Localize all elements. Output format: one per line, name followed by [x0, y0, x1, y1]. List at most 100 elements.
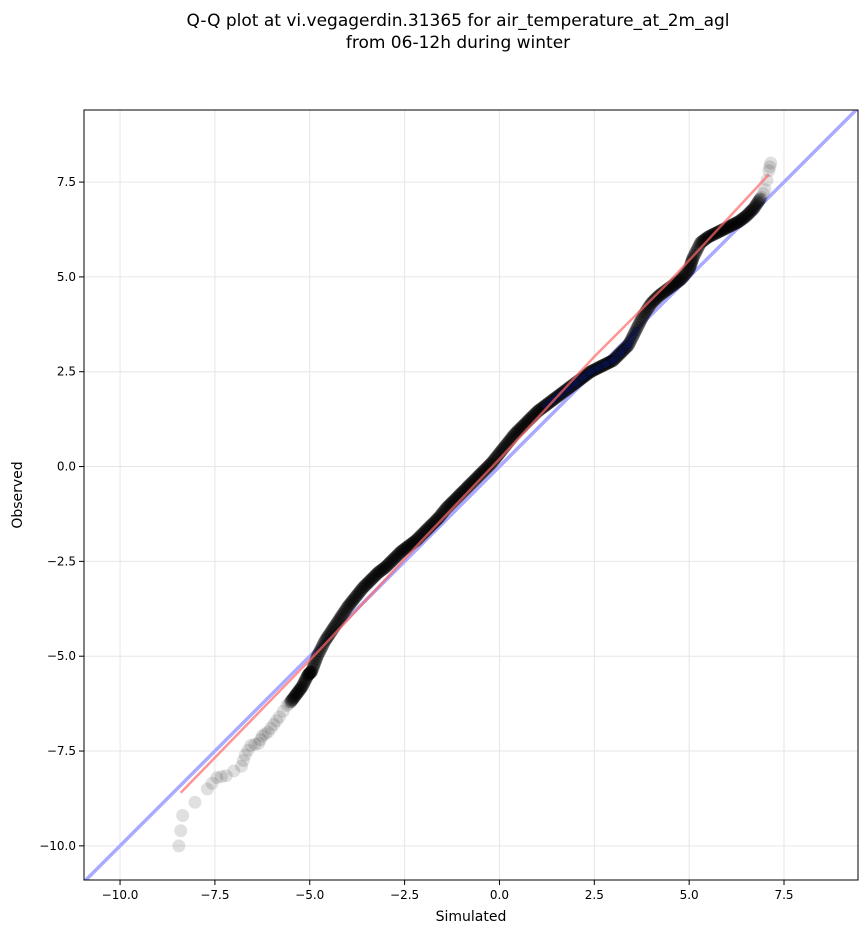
quantile-point	[728, 217, 742, 231]
quantile-point	[290, 686, 304, 700]
quantile-point	[219, 769, 233, 783]
quantile-point	[721, 220, 735, 234]
quantile-point	[360, 577, 374, 591]
quantile-point	[238, 748, 252, 762]
quantile-point	[677, 269, 691, 283]
y-axis-label: Observed	[10, 461, 26, 528]
quantile-point	[753, 192, 767, 206]
quantile-point	[680, 265, 694, 279]
y-ticks: −10.0 −7.5 −5.0 −2.5 0.0 2.5 5.0 7.5	[39, 175, 84, 853]
quantile-point	[760, 173, 774, 187]
quantile-point	[336, 607, 350, 621]
quantile-point	[396, 543, 410, 557]
quantile-point	[264, 721, 278, 735]
quantile-point	[401, 539, 415, 553]
quantile-point	[648, 293, 662, 307]
quantile-point	[386, 552, 400, 566]
quantile-point	[297, 676, 311, 690]
quantile-point	[633, 315, 647, 329]
quantile-point	[267, 717, 281, 731]
quantile-point	[312, 647, 326, 661]
quantile-point	[481, 460, 495, 474]
quantile-point	[318, 634, 332, 648]
quantile-point	[482, 458, 496, 472]
quantile-point	[248, 737, 262, 751]
plot-area	[84, 110, 858, 880]
quantile-point	[387, 551, 401, 565]
quantile-point	[367, 570, 381, 584]
y-tick-label: 0.0	[57, 460, 76, 474]
quantile-point	[343, 597, 357, 611]
quantile-point	[697, 233, 711, 247]
quantile-point	[215, 770, 229, 784]
quantile-point	[398, 542, 412, 556]
quantile-point	[723, 219, 737, 233]
chart-title: Q-Q plot at vi.vegagerdin.31365 for air_…	[186, 11, 729, 31]
quantile-point	[342, 598, 356, 612]
quantile-point	[400, 540, 414, 554]
quantile-point	[744, 204, 758, 218]
quantile-point	[475, 466, 489, 480]
x-tick-label: −7.5	[200, 888, 229, 902]
quantile-point	[305, 664, 319, 678]
quantile-point	[685, 253, 699, 267]
quantile-point	[394, 545, 408, 559]
quantile-point	[372, 565, 386, 579]
quantile-point	[339, 602, 353, 616]
quantile-point	[748, 200, 762, 214]
quantile-point	[291, 685, 305, 699]
quantile-point	[258, 727, 272, 741]
quantile-point	[740, 208, 754, 222]
quantile-point	[750, 196, 764, 210]
quantile-point	[391, 547, 405, 561]
quantile-point	[671, 275, 685, 289]
quantile-point	[334, 609, 348, 623]
quantile-point	[320, 630, 334, 644]
quantile-point	[685, 255, 699, 269]
quantile-point	[675, 272, 689, 286]
quantile-point	[304, 665, 318, 679]
quantile-point	[350, 589, 364, 603]
quantile-point	[319, 632, 333, 646]
quantile-point	[487, 453, 501, 467]
quantile-point	[700, 231, 714, 245]
quantile-point	[331, 615, 345, 629]
quantile-point	[652, 289, 666, 303]
quantile-point	[352, 586, 366, 600]
quantile-point	[742, 207, 756, 221]
quantile-point	[737, 211, 751, 225]
quantile-point	[743, 205, 757, 219]
quantile-point	[672, 274, 686, 288]
quantile-point	[293, 682, 307, 696]
y-tick-label: 7.5	[57, 175, 76, 189]
grid	[84, 110, 858, 880]
quantile-points	[172, 156, 778, 853]
quantile-point	[284, 695, 298, 709]
quantile-point	[244, 738, 258, 752]
quantile-point	[763, 160, 777, 174]
quantile-point	[341, 600, 355, 614]
y-tick-label: 5.0	[57, 270, 76, 284]
quantile-point	[276, 704, 290, 718]
quantile-point	[654, 287, 668, 301]
quantile-point	[362, 575, 376, 589]
quantile-point	[370, 567, 384, 581]
quantile-point	[236, 754, 250, 768]
identity-line	[84, 110, 858, 880]
fit-line	[179, 173, 770, 794]
y-tick-label: −7.5	[47, 744, 76, 758]
quantile-point	[376, 562, 390, 576]
quantile-point	[758, 183, 772, 197]
quantile-point	[485, 456, 499, 470]
quantile-point	[701, 230, 715, 244]
quantile-point	[307, 659, 321, 673]
quantile-point	[172, 839, 186, 853]
quantile-point	[745, 203, 759, 217]
quantile-point	[692, 238, 706, 252]
quantile-point	[174, 824, 188, 838]
fit-line-group	[179, 173, 770, 794]
quantile-point	[647, 294, 661, 308]
x-tick-label: 0.0	[490, 888, 509, 902]
quantile-point	[696, 234, 710, 248]
